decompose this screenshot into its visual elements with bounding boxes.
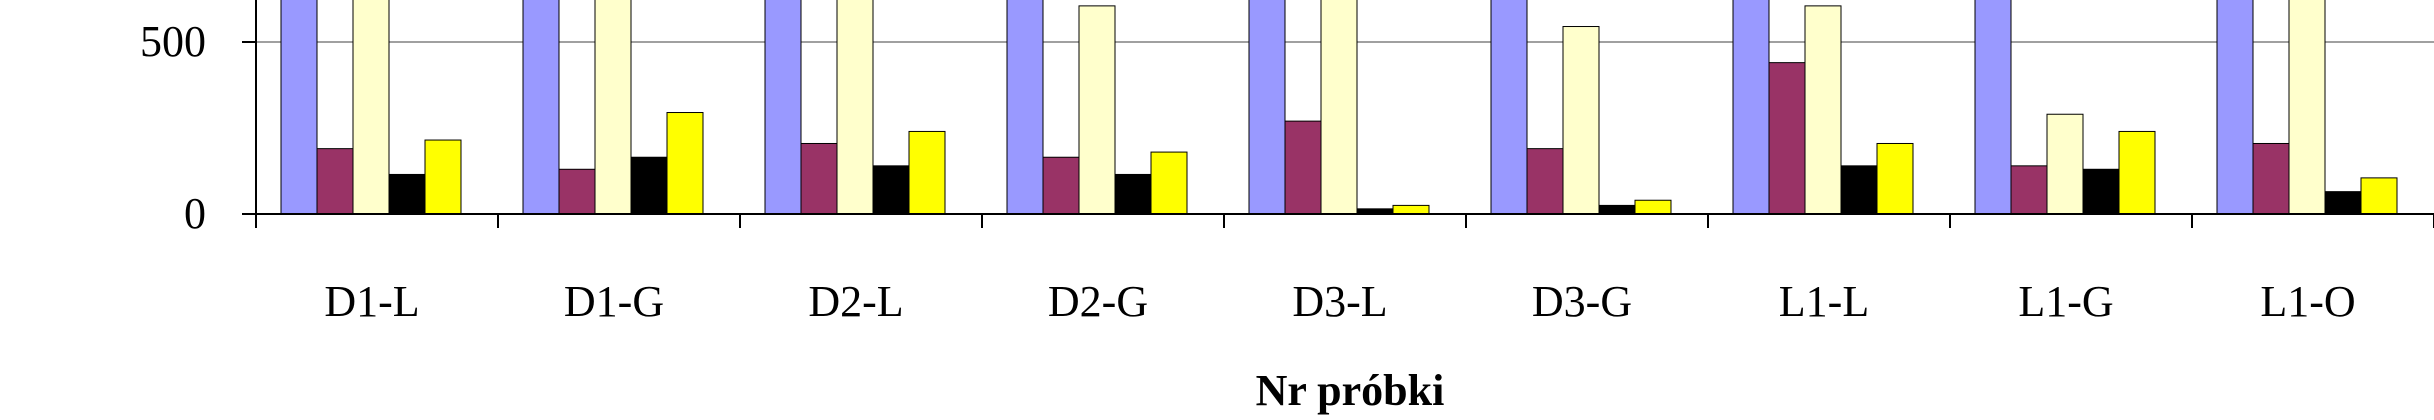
x-tick-label: D1-L [324,277,419,326]
bar [630,156,668,215]
bar [1876,142,1914,215]
bar [2360,177,2398,215]
bar [1598,204,1636,215]
x-tick-label: D3-L [1292,277,1387,326]
bar [1284,120,1322,215]
bar [1526,148,1564,215]
bar [666,112,704,215]
bar [316,148,354,215]
bar [2118,130,2156,215]
bar [1006,0,1044,215]
bar [2252,142,2290,215]
bar [1248,0,1286,215]
bar [1768,62,1806,215]
x-tick-label: D2-G [1048,277,1148,326]
bar [280,0,318,215]
bar [2010,165,2048,215]
bars-group [280,0,2398,215]
bar [1320,0,1358,215]
bar [352,0,390,215]
bar [1114,173,1152,215]
bar [1732,0,1770,215]
bar [2288,0,2326,215]
x-axis-label: Nr próbki [1256,366,1445,415]
x-tick-label: D2-L [808,277,903,326]
bar [1840,165,1878,215]
bar [424,139,462,215]
y-tick-labels: 0 500 [140,17,206,238]
x-tick-label: L1-G [2018,277,2113,326]
bar [1392,204,1430,215]
bar [1078,5,1116,215]
x-tick-label: D1-G [564,277,664,326]
bar [558,168,596,215]
bar [2082,168,2120,215]
bar [594,0,632,215]
bar [1974,0,2012,215]
bar [388,173,426,215]
bar [522,0,560,215]
bar [1150,151,1188,215]
bar [800,142,838,215]
bar [908,130,946,215]
y-tick-label: 500 [140,17,206,66]
bar [1490,0,1528,215]
bar [764,0,802,215]
x-tick-label: D3-G [1532,277,1632,326]
x-tick-label: L1-O [2260,277,2355,326]
bar [2324,191,2362,215]
bar [2216,0,2254,215]
x-tick-labels: D1-L D1-G D2-L D2-G D3-L D3-G L1-L L1-G L1-O [324,277,2355,326]
y-tick-label: 0 [184,189,206,238]
axes [242,0,2434,228]
bar [2046,113,2084,215]
x-tick-label: L1-L [1779,277,1869,326]
bar [1804,5,1842,215]
bar [1562,26,1600,215]
bar [1634,199,1672,215]
bar [1042,156,1080,215]
bar [872,165,910,215]
bar [836,0,874,215]
